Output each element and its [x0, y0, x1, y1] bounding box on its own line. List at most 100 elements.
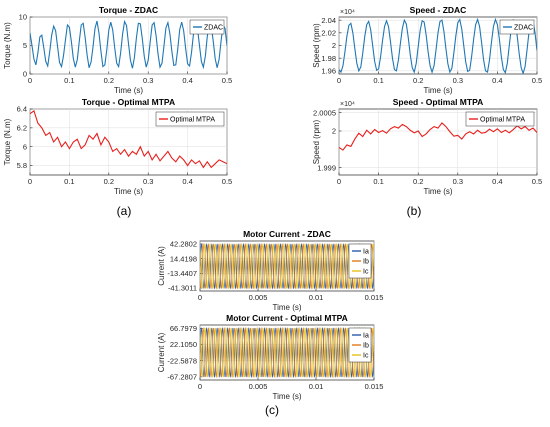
series-line-ia — [200, 243, 374, 290]
x-tick-label: 0.3 — [143, 76, 153, 85]
x-tick-label: 0 — [198, 382, 202, 391]
series-group — [339, 122, 537, 151]
panel-label-b: (b) — [407, 204, 422, 218]
legend-box — [465, 111, 535, 127]
series-line-ic — [200, 326, 374, 379]
legend-box — [499, 19, 535, 35]
x-tick-label: 0.4 — [492, 76, 502, 85]
x-tick-label: 0 — [337, 76, 341, 85]
series-line-ic — [200, 243, 374, 290]
y-axis-label: Torque (N.m) — [3, 118, 12, 165]
x-tick-label: 0.5 — [532, 177, 542, 186]
y-tick-label: -13.4407 — [167, 269, 197, 278]
legend-label: Optimal MTPA — [480, 117, 525, 124]
legend-label: ZDAC — [204, 25, 223, 32]
y-tick-label: 2 — [332, 41, 336, 50]
y-tick-label: 1.96 — [321, 66, 336, 75]
y-tick-label: 0 — [23, 70, 27, 79]
legend-label: Ib — [363, 343, 369, 350]
chart-6: 0 0.005 0.01 0.015 66.7979 22.1050 -22.5878 -67… — [157, 313, 383, 401]
x-tick-label: 0.2 — [104, 76, 114, 85]
y-axis-label: Current (A) — [157, 332, 166, 372]
y-tick-label: 1.999 — [317, 163, 336, 172]
y-tick-label: 66.7979 — [170, 324, 197, 333]
x-tick-label: 0.015 — [365, 382, 384, 391]
x-tick-label: 0.1 — [64, 177, 74, 186]
y-tick-label: 10 — [19, 13, 27, 22]
x-axis-label: Time (s) — [272, 303, 301, 312]
x-tick-label: 0.2 — [413, 177, 423, 186]
series-group — [200, 326, 374, 379]
y-axis-label: Speed (rpm) — [312, 119, 321, 164]
y-axis-label: Torque (N.m) — [3, 22, 12, 69]
y-tick-label: 14.4198 — [170, 254, 197, 263]
series-line-ia — [200, 326, 374, 379]
y-tick-label: -41.3011 — [168, 284, 197, 293]
x-tick-label: 0.005 — [249, 382, 268, 391]
legend: Optimal MTPA — [465, 111, 535, 127]
y-tick-label: 2 — [332, 127, 336, 136]
legend-label: Ic — [363, 353, 369, 360]
y-tick-label: 5 — [23, 41, 27, 50]
legend-box — [189, 19, 225, 35]
legend-label: Ib — [363, 259, 369, 266]
x-tick-label: 0.01 — [309, 382, 324, 391]
x-tick-label: 0 — [198, 293, 202, 302]
x-tick-label: 0.3 — [453, 177, 463, 186]
x-tick-label: 0.5 — [222, 177, 232, 186]
y-tick-label: 6.4 — [17, 105, 27, 114]
legend-label: Ia — [363, 333, 369, 340]
x-tick-label: 0.015 — [365, 293, 384, 302]
x-axis-label: Time (s) — [272, 392, 301, 401]
x-tick-label: 0.5 — [222, 76, 232, 85]
series-line-optimal-mtpa — [30, 110, 227, 169]
y-tick-label: -67.2807 — [167, 372, 197, 381]
y-tick-label: 1.98 — [321, 54, 336, 63]
chart-1: 0 0.1 0.2 0.3 0.4 0.5 0 5 10 Torque - ZDAC Time (s… — [3, 5, 232, 95]
y-multiplier: ×10⁴ — [340, 9, 355, 16]
chart-title: Speed - Optimal MTPA — [393, 97, 484, 107]
legend-label: Ia — [363, 249, 369, 256]
y-tick-label: 42.2802 — [170, 240, 197, 249]
series-line-zdac — [339, 17, 537, 74]
y-tick-label: 5.8 — [17, 161, 27, 170]
x-tick-label: 0.4 — [182, 76, 192, 85]
chart-2: 0 0.1 0.2 0.3 0.4 0.5 5.8 6 6.2 6.4 Torque - Optim… — [3, 97, 232, 196]
x-tick-label: 0.1 — [373, 76, 383, 85]
y-tick-label: 2.0005 — [313, 108, 336, 117]
y-axis-label: Speed (rpm) — [312, 23, 321, 68]
chart-title: Motor Current - ZDAC — [243, 229, 331, 239]
chart-title: Motor Current - Optimal MTPA — [226, 313, 348, 323]
charts-layer: 0 0.1 0.2 0.3 0.4 0.5 0 5 10 Torque - ZDAC Time (s… — [3, 5, 542, 401]
panel-label-c: (c) — [265, 403, 279, 417]
legend: Optimal MTPA — [155, 111, 225, 127]
x-tick-label: 0.2 — [413, 76, 423, 85]
chart-3: 0 0.1 0.2 0.3 0.4 0.5 1.96 1.98 2 2.02 2.04 ×10⁴ Spe… — [312, 5, 542, 95]
y-multiplier: ×10⁴ — [340, 101, 355, 108]
x-axis-label: Time (s) — [423, 86, 452, 95]
y-tick-label: 6 — [23, 142, 27, 151]
x-axis-label: Time (s) — [114, 86, 143, 95]
x-tick-label: 0.1 — [64, 76, 74, 85]
series-group — [30, 110, 227, 169]
x-tick-label: 0.5 — [532, 76, 542, 85]
x-tick-label: 0 — [28, 177, 32, 186]
x-tick-label: 0 — [28, 76, 32, 85]
legend-label: Optimal MTPA — [170, 117, 215, 124]
legend: Ia Ib Ic — [348, 243, 372, 279]
y-tick-label: 6.2 — [17, 123, 27, 132]
series-line-ib — [200, 326, 374, 379]
x-tick-label: 0.3 — [143, 177, 153, 186]
chart-4: 0 0.1 0.2 0.3 0.4 0.5 1.999 2 2.0005 ×10⁴ Speed - … — [312, 97, 542, 196]
x-tick-label: 0.4 — [182, 177, 192, 186]
x-tick-label: 0 — [337, 177, 341, 186]
legend: ZDAC — [499, 19, 535, 35]
legend: ZDAC — [189, 19, 225, 35]
legend: Ia Ib Ic — [348, 327, 372, 363]
chart-5: 0 0.005 0.01 0.015 42.2802 14.4198 -13.4407 -41… — [157, 229, 383, 312]
y-tick-label: 22.1050 — [170, 340, 197, 349]
x-tick-label: 0.2 — [104, 177, 114, 186]
chart-title: Speed - ZDAC — [410, 5, 467, 15]
series-group — [339, 17, 537, 74]
